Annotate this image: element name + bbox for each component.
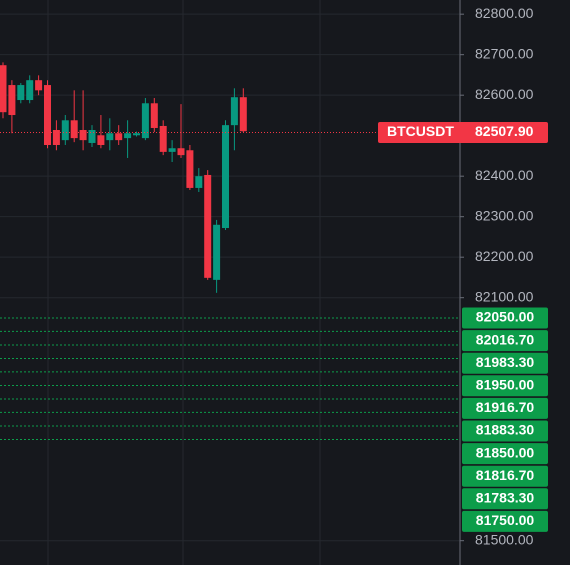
level-label-box: [462, 307, 548, 329]
level-label: 81950.00: [476, 377, 535, 393]
candle-body: [159, 125, 167, 152]
candle-body: [195, 176, 203, 188]
candle-body: [88, 130, 96, 143]
candle-body: [124, 133, 132, 139]
candle-body: [115, 133, 123, 141]
candle-body: [70, 120, 78, 139]
level-label: 82016.70: [476, 331, 535, 347]
y-tick-label: 82100.00: [475, 288, 534, 304]
level-label-box: [462, 352, 548, 374]
level-label-box: [462, 488, 548, 510]
candle-body: [97, 135, 105, 145]
symbol-label: BTCUSDT: [387, 123, 454, 139]
level-label-box: [462, 420, 548, 442]
y-tick-label: 81500.00: [475, 531, 534, 547]
y-tick-label: 82800.00: [475, 5, 534, 21]
candle-body: [106, 133, 114, 141]
level-label: 82050.00: [476, 309, 535, 325]
level-label: 81916.70: [476, 399, 535, 415]
last-price-box: [378, 121, 548, 143]
y-tick-label: 82400.00: [475, 167, 534, 183]
candle-body: [204, 174, 212, 278]
candle-body: [52, 130, 60, 145]
candle-body: [8, 85, 16, 116]
level-label: 81750.00: [476, 512, 535, 528]
candle-body: [213, 224, 221, 280]
last-price-label: 82507.90: [475, 123, 534, 139]
candle-body: [17, 85, 25, 101]
level-label-box: [462, 465, 548, 487]
candle-body: [44, 85, 51, 145]
candle-body: [79, 130, 87, 141]
y-tick-label: 82700.00: [475, 45, 534, 61]
level-label: 81883.30: [476, 422, 535, 438]
candle-body: [222, 125, 229, 229]
candle-body: [177, 148, 185, 156]
candle-body: [0, 65, 7, 113]
candle-body: [239, 97, 247, 132]
y-tick-label: 82600.00: [475, 86, 534, 102]
candle-body: [168, 148, 176, 152]
candle-body: [186, 150, 194, 188]
candle-body: [26, 80, 34, 101]
candle-body: [35, 80, 43, 91]
candle-body: [141, 103, 149, 139]
y-tick-label: 82300.00: [475, 207, 534, 223]
level-label: 81783.30: [476, 490, 535, 506]
candle-body: [61, 120, 69, 141]
level-label: 81983.30: [476, 354, 535, 370]
level-label-box: [462, 397, 548, 419]
y-tick-label: 82200.00: [475, 248, 534, 264]
level-label: 81816.70: [476, 467, 535, 483]
level-label-box: [462, 510, 548, 532]
candle-body: [230, 97, 238, 126]
level-label-box: [462, 443, 548, 465]
level-label-box: [462, 330, 548, 352]
level-label: 81850.00: [476, 444, 535, 460]
level-label-box: [462, 375, 548, 397]
candle-body: [133, 133, 140, 136]
candle-body: [150, 103, 158, 128]
